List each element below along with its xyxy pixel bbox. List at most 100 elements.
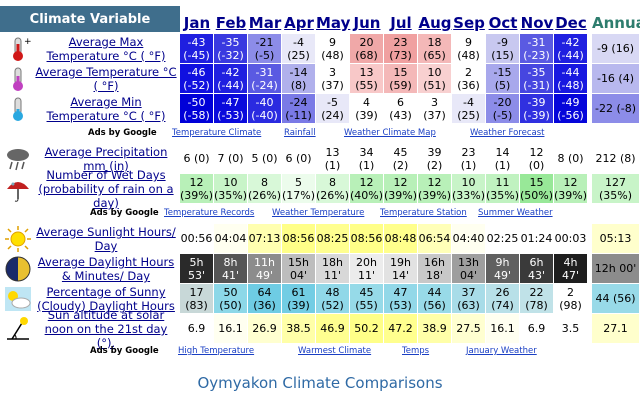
ad-link[interactable]: Temperature Station	[380, 208, 467, 218]
annual-cell: 12h 00'	[592, 254, 640, 283]
data-cell: 8h 41'	[214, 254, 248, 283]
annual-cell: -16 (4)	[592, 64, 640, 93]
data-cell: 00:56	[180, 224, 214, 253]
data-cell: 3.5	[554, 314, 588, 343]
data-cell: -15 (5)	[486, 64, 520, 93]
month-header-nov[interactable]: Nov	[520, 14, 554, 32]
data-cell: 12 (39%)	[553, 174, 588, 203]
data-cell: 10 (35%)	[213, 174, 248, 203]
ad-link[interactable]: Temperature Records	[164, 208, 255, 218]
data-cell: 8 (26%)	[247, 174, 282, 203]
data-cell: 45 (55)	[350, 284, 384, 313]
data-cell: 13 (55)	[350, 64, 384, 93]
row-label[interactable]: Average Temperature °C ( °F)	[35, 65, 177, 93]
ad-link[interactable]: High Temperature	[178, 346, 255, 356]
row-label[interactable]: Average Min Temperature °C ( °F)	[46, 95, 166, 123]
data-cell: 47.2	[384, 314, 418, 343]
ad-link[interactable]: January Weather	[466, 346, 537, 356]
data-cell: -20 (-5)	[486, 94, 520, 123]
data-cell: -31 (-23)	[520, 34, 554, 63]
data-cell: -43 (-45)	[180, 34, 214, 63]
row-label[interactable]: Average Precipitation mm (in)	[44, 145, 168, 173]
data-cell: -39 (-39)	[520, 94, 554, 123]
thermometer-hot-icon: +	[4, 35, 32, 63]
month-header-jul[interactable]: Jul	[390, 14, 412, 32]
month-header-apr[interactable]: Apr	[284, 14, 314, 32]
month-header-dec[interactable]: Dec	[555, 14, 587, 32]
ad-link[interactable]: Summer Weather	[478, 208, 553, 218]
data-cell: 11h 49'	[248, 254, 282, 283]
row-label[interactable]: Average Max Temperature °C ( °F)	[46, 35, 166, 63]
annual-cell: 05:13	[592, 224, 640, 253]
data-cell: 23 (73)	[384, 34, 418, 63]
ad-link[interactable]: Warmest Climate	[298, 346, 372, 356]
data-cell: 16.1	[486, 314, 520, 343]
ad-link[interactable]: Temperature Climate	[172, 128, 262, 138]
ads-by-google-label[interactable]: Ads by Google	[90, 208, 159, 218]
month-header-jun[interactable]: Jun	[353, 14, 381, 32]
data-cell: -14 (8)	[282, 64, 316, 93]
ad-link[interactable]: Weather Forecast	[470, 128, 545, 138]
month-header-feb[interactable]: Feb	[215, 14, 247, 32]
annual-cell: -22 (-8)	[592, 94, 640, 123]
data-cell: 07:13	[248, 224, 282, 253]
data-cell: -42 (-44)	[214, 64, 248, 93]
ads-by-google-label[interactable]: Ads by Google	[90, 346, 159, 356]
data-cell: 14 (1)	[486, 144, 520, 173]
umbrella-icon	[4, 175, 32, 203]
month-header-sep[interactable]: Sep	[453, 14, 485, 32]
data-cell: 38.9	[418, 314, 452, 343]
data-cell: 34 (1)	[350, 144, 384, 173]
ad-link[interactable]: Weather Temperature	[272, 208, 365, 218]
data-cell: 10 (51)	[418, 64, 452, 93]
data-cell: 6h 43'	[520, 254, 554, 283]
data-cell: 19h 14'	[384, 254, 418, 283]
row-label[interactable]: Average Sunlight Hours/ Day	[36, 225, 176, 253]
data-cell: -31 (-24)	[248, 64, 282, 93]
data-cell: 50.2	[350, 314, 384, 343]
row-label[interactable]: Sun altitude at solar noon on the 21st d…	[44, 308, 168, 350]
data-cell: 6 (43)	[384, 94, 418, 123]
ad-link[interactable]: Rainfall	[284, 128, 316, 138]
data-cell: 9 (48)	[452, 34, 486, 63]
month-header-oct[interactable]: Oct	[488, 14, 518, 32]
footer-title[interactable]: Oymyakon Climate Comparisons	[197, 374, 443, 392]
ads-row: Ads by Google High Temperature Warmest Cli…	[0, 346, 640, 360]
month-header-mar[interactable]: Mar	[248, 14, 282, 32]
sun-angle-icon	[4, 315, 32, 343]
ads-by-google-label[interactable]: Ads by Google	[88, 128, 157, 138]
row-label[interactable]: Number of Wet Days (probability of rain …	[38, 168, 174, 210]
data-cell: 3 (37)	[316, 64, 350, 93]
ad-link[interactable]: Weather Climate Map	[344, 128, 436, 138]
thermometer-mid-icon	[4, 65, 32, 93]
data-cell: -4 (25)	[282, 34, 316, 63]
data-cell: 8 (26%)	[315, 174, 350, 203]
month-header-may[interactable]: May	[316, 14, 351, 32]
data-cell: 15 (59)	[384, 64, 418, 93]
data-cell: 38.5	[282, 314, 316, 343]
data-cell: 18h 11'	[316, 254, 350, 283]
climate-variable-header: Climate Variable	[0, 6, 180, 32]
data-cell: 12 (0)	[520, 144, 554, 173]
ad-link[interactable]: Temps	[402, 346, 430, 356]
row-label[interactable]: Percentage of Sunny (Cloudy) Daylight Ho…	[37, 285, 175, 313]
ads-row: Ads by Google Temperature Records Weather …	[0, 208, 640, 222]
data-cell: 13 (1)	[316, 144, 350, 173]
data-cell: 15h 04'	[282, 254, 316, 283]
rain-cloud-icon	[4, 145, 32, 173]
sun-cloud-icon	[4, 285, 32, 313]
row-label[interactable]: Average Daylight Hours & Minutes/ Day	[37, 255, 175, 283]
data-cell: 08:48	[384, 224, 418, 253]
data-cell: 5h 53'	[180, 254, 214, 283]
month-header-jan[interactable]: Jan	[183, 14, 211, 32]
data-cell: -44 (-48)	[554, 64, 588, 93]
annual-cell: 27.1	[592, 314, 640, 343]
data-cell: 12 (39%)	[417, 174, 452, 203]
data-cell: 6.9	[520, 314, 554, 343]
month-header-aug[interactable]: Aug	[418, 14, 452, 32]
data-cell: 12 (40%)	[349, 174, 384, 203]
data-cell: 17 (83)	[180, 284, 214, 313]
data-cell: 04:40	[452, 224, 486, 253]
data-cell: -35 (-31)	[520, 64, 554, 93]
data-cell: 04:04	[214, 224, 248, 253]
